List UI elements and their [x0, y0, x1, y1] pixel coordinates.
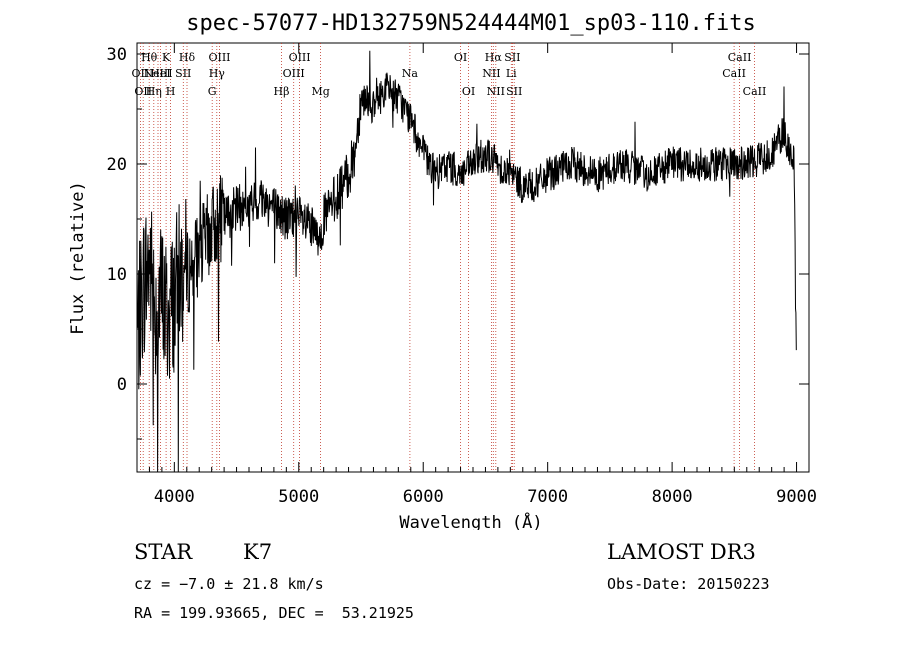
x-tick-label: 9000 [776, 487, 817, 507]
line-label: Mg [311, 85, 329, 98]
line-label: CaII [743, 85, 767, 98]
x-tick-label: 6000 [403, 487, 444, 507]
y-tick-label: 20 [107, 155, 127, 175]
line-label: H [166, 85, 176, 98]
spectrum-chart: spec-57077-HD132759N524444M01_sp03-110.f… [68, 11, 817, 530]
x-tick-label: 8000 [652, 487, 693, 507]
line-label: OIII [283, 67, 305, 80]
x-axis-label: Wavelength (Å) [399, 511, 542, 530]
x-tick-label: 5000 [278, 487, 319, 507]
line-label: HeI [150, 67, 170, 80]
line-label: NII [487, 85, 505, 98]
line-label: Hθ [141, 51, 158, 64]
line-label: Hβ [274, 85, 290, 98]
line-label: SII [506, 85, 522, 98]
line-label: Hδ [179, 51, 196, 64]
line-label: Na [402, 67, 419, 80]
y-tick-label: 30 [107, 45, 127, 65]
chart-title: spec-57077-HD132759N524444M01_sp03-110.f… [186, 11, 756, 36]
object-class: STAR [134, 540, 193, 564]
line-label: OII [132, 67, 150, 80]
line-label: OI [462, 85, 475, 98]
line-label: NeIII [143, 67, 172, 80]
line-label: OII [134, 85, 152, 98]
coordinates: RA = 199.93665, DEC = 53.21925 [134, 604, 414, 622]
object-subclass: K7 [243, 540, 273, 564]
line-label: OI [454, 51, 467, 64]
line-label: NII [482, 67, 500, 80]
line-label: Hη [146, 85, 162, 98]
plot-frame [136, 42, 810, 473]
line-label: G [208, 85, 217, 98]
y-axis-ticks: 0 10 20 30 [107, 45, 809, 440]
x-axis-ticks: 4000 5000 6000 7000 8000 9000 [136, 43, 817, 507]
line-label: OIII [289, 51, 311, 64]
x-tick-label: 4000 [154, 487, 195, 507]
line-label: SII [504, 51, 520, 64]
x-tick-label: 7000 [527, 487, 568, 507]
spectral-line-markers [139, 43, 755, 472]
redshift-text: cz = −7.0 ± 21.8 km/s [134, 575, 324, 593]
y-tick-label: 10 [107, 265, 127, 285]
y-axis-label: Flux (relative) [68, 181, 88, 335]
line-label: Li [506, 67, 517, 80]
spectrum-line [136, 50, 797, 473]
line-label: SII [175, 67, 191, 80]
survey-name: LAMOST DR3 [607, 540, 756, 564]
y-tick-label: 0 [117, 375, 127, 395]
line-label: OIII [208, 51, 230, 64]
line-label: Hα [485, 51, 503, 64]
line-label: CaII [728, 51, 752, 64]
line-label: Hγ [209, 67, 226, 80]
line-label: K [162, 51, 171, 64]
obs-date: Obs-Date: 20150223 [607, 575, 770, 593]
line-label: CaII [722, 67, 746, 80]
